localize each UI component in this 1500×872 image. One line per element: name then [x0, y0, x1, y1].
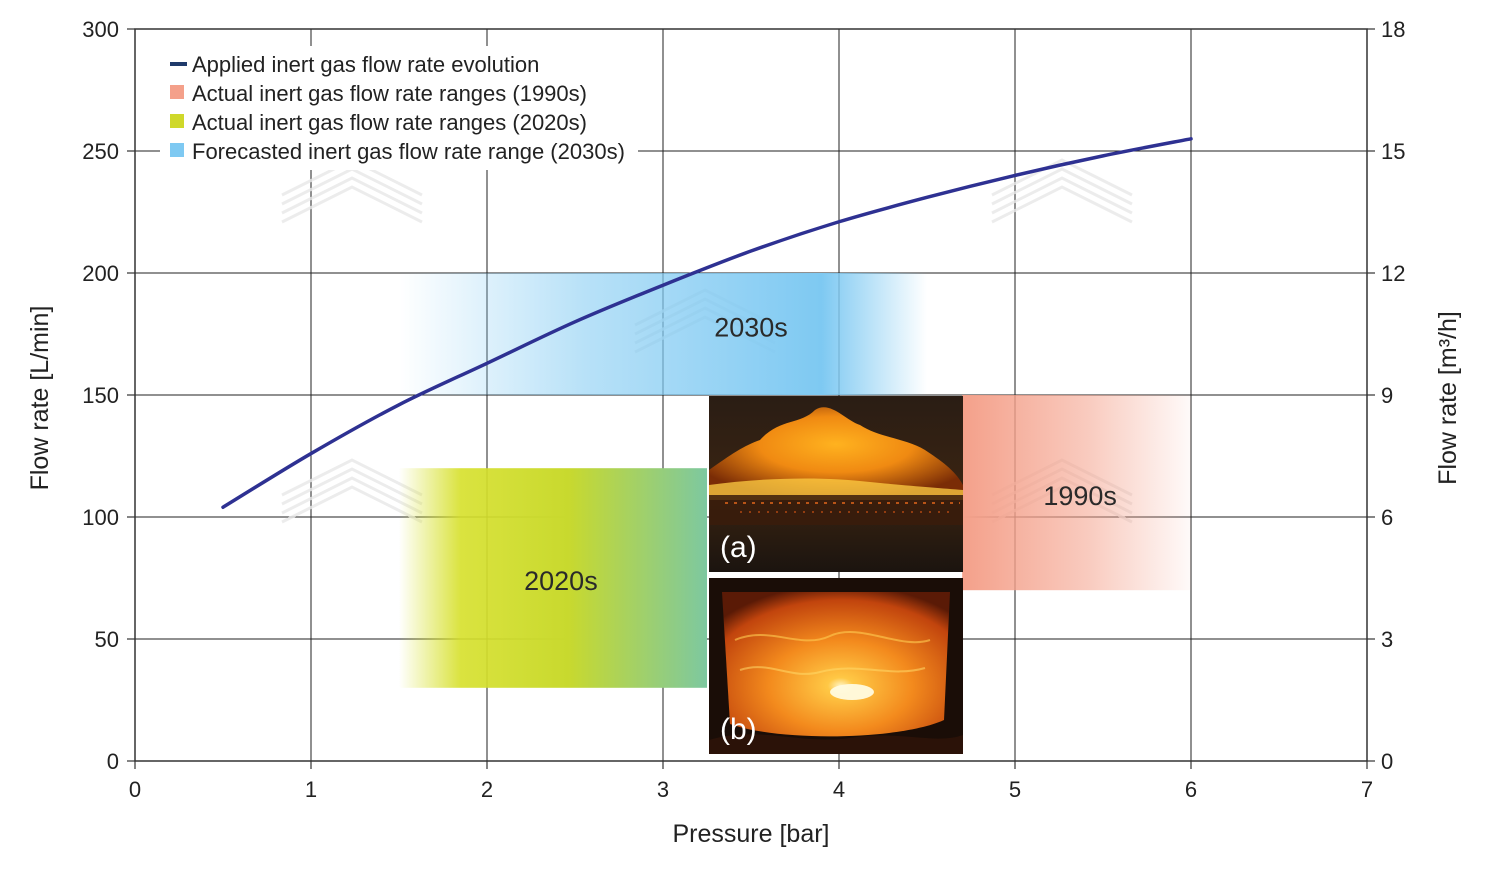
band-label-2030s: 2030s — [714, 312, 788, 342]
y-tick-label: 50 — [95, 627, 119, 652]
y2-tick-label: 18 — [1381, 17, 1405, 42]
legend: Applied inert gas flow rate evolution Act… — [160, 46, 638, 170]
legend-label: Actual inert gas flow rate ranges (1990s… — [192, 81, 587, 106]
x-tick-label: 1 — [305, 777, 317, 802]
y2-axis-title: Flow rate [m³/h] — [1434, 311, 1462, 485]
band-label-1990s: 1990s — [1043, 481, 1117, 511]
legend-swatch-square — [170, 114, 184, 128]
range-band-2030s — [399, 273, 927, 395]
range-band-2020s — [399, 468, 707, 688]
legend-label: Forecasted inert gas flow rate range (20… — [192, 139, 625, 164]
photo-inset-a — [709, 396, 963, 572]
x-tick-label: 6 — [1185, 777, 1197, 802]
watermark-chevron — [281, 458, 423, 497]
legend-swatch-square — [170, 85, 184, 99]
y-axis-title: Flow rate [L/min] — [26, 306, 54, 491]
x-tick-label: 5 — [1009, 777, 1021, 802]
watermark-chevron — [991, 176, 1133, 215]
photo-inset-b — [709, 578, 963, 754]
legend-label: Actual inert gas flow rate ranges (2020s… — [192, 110, 587, 135]
y-tick-label: 100 — [82, 505, 119, 530]
watermark-chevron — [281, 476, 423, 515]
watermark-chevron — [281, 185, 423, 224]
y-tick-label: 0 — [107, 749, 119, 774]
watermark-chevron — [991, 158, 1133, 197]
y2-tick-label: 6 — [1381, 505, 1393, 530]
y2-tick-label: 9 — [1381, 383, 1393, 408]
y2-tick-label: 15 — [1381, 139, 1405, 164]
range-band-1990s — [962, 395, 1191, 591]
watermark-chevron — [281, 467, 423, 506]
watermark-chevron — [991, 185, 1133, 224]
y-tick-label: 300 — [82, 17, 119, 42]
y2-tick-label: 0 — [1381, 749, 1393, 774]
series-line-applied-flow — [221, 137, 1193, 509]
y2-tick-label: 12 — [1381, 261, 1405, 286]
x-tick-label: 2 — [481, 777, 493, 802]
y2-tick-label: 3 — [1381, 627, 1393, 652]
x-tick-label: 3 — [657, 777, 669, 802]
band-label-2020s: 2020s — [524, 566, 598, 596]
watermark-chevron — [281, 485, 423, 524]
y-tick-label: 250 — [82, 139, 119, 164]
watermark-chevron — [991, 167, 1133, 206]
legend-swatch-line — [170, 62, 187, 66]
photo-label-b: (b) — [720, 713, 757, 746]
legend-label: Applied inert gas flow rate evolution — [192, 52, 539, 77]
photo-label-a: (a) — [720, 531, 757, 564]
x-tick-label: 4 — [833, 777, 845, 802]
x-axis-title: Pressure [bar] — [672, 820, 829, 848]
x-tick-label: 7 — [1361, 777, 1373, 802]
watermark-chevron — [281, 176, 423, 215]
x-tick-label: 0 — [129, 777, 141, 802]
y-tick-label: 150 — [82, 383, 119, 408]
y-tick-label: 200 — [82, 261, 119, 286]
legend-swatch-square — [170, 143, 184, 157]
